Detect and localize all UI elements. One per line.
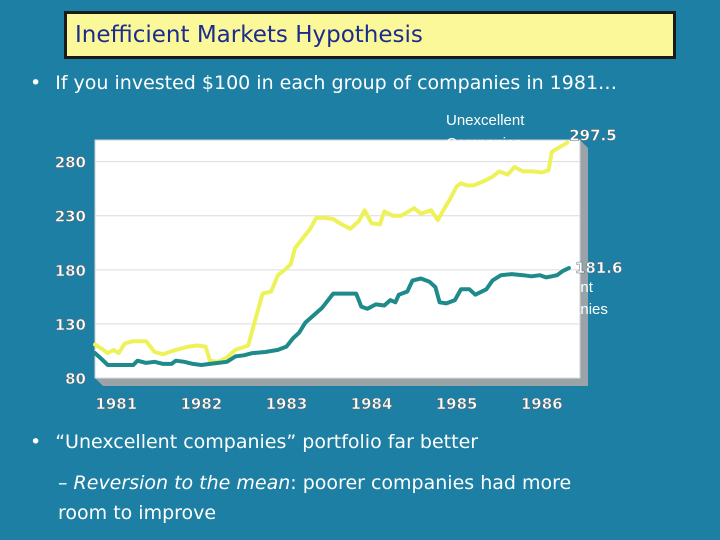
- y-tick-label: 280: [55, 154, 86, 172]
- excellent-end-value-label: 181.6: [575, 259, 622, 277]
- y-tick-label: 130: [55, 316, 86, 334]
- bullet-conclusion-text: “Unexcellent companies” portfolio far be…: [55, 431, 479, 453]
- sub-rest-line2: room to improve: [58, 502, 217, 524]
- excellent-series-label-line2: Companies: [532, 301, 608, 318]
- bullet-dot: •: [30, 431, 42, 453]
- x-tick-label: 1983: [266, 395, 308, 413]
- sub-bullet-explanation: – Reversion to the mean: poorer companie…: [58, 468, 571, 528]
- y-tick-label: 80: [65, 370, 86, 388]
- excellent-series-line: [93, 266, 571, 367]
- slide-title-text: Inefficient Markets Hypothesis: [75, 22, 423, 48]
- bullet-dot: •: [30, 72, 42, 94]
- unexcellent-series-label-line1: Unexcellent: [446, 112, 525, 129]
- sub-rest-line1: : poorer companies had more: [290, 472, 572, 494]
- sub-dash: –: [58, 472, 68, 494]
- y-tick-label: 180: [55, 262, 86, 280]
- x-tick-label: 1986: [521, 395, 563, 413]
- plot-area: [94, 139, 581, 379]
- x-tick-label: 1985: [436, 395, 478, 413]
- bullet-intro: • If you invested $100 in each group of c…: [30, 72, 617, 94]
- x-tick-label: 1981: [95, 395, 137, 413]
- unexcellent-series-line: [93, 140, 570, 364]
- x-tick-label: 1982: [180, 395, 222, 413]
- bullet-intro-text: If you invested $100 in each group of co…: [55, 72, 618, 94]
- unexcellent-series-label-line2: Companies: [446, 135, 522, 152]
- y-tick-label: 230: [55, 208, 86, 226]
- sub-term: Reversion to the mean: [73, 472, 291, 494]
- bullet-conclusion: • “Unexcellent companies” portfolio far b…: [30, 431, 478, 453]
- x-tick-label: 1984: [351, 395, 393, 413]
- excellent-series-label-line1: Excellent: [532, 279, 594, 296]
- slide-title: Inefficient Markets Hypothesis: [64, 11, 676, 59]
- unexcellent-end-value-label: 297.5: [569, 127, 616, 145]
